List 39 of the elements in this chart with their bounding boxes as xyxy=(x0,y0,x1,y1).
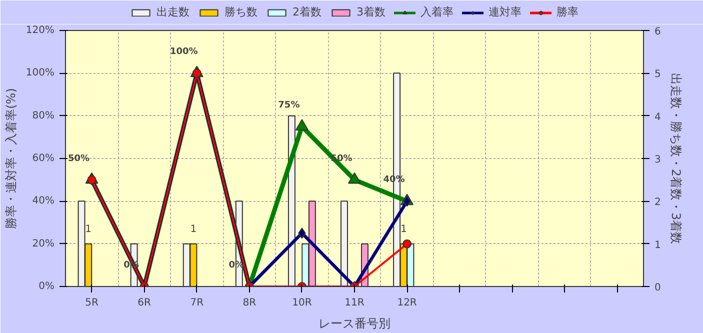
y-tick-label: 60% xyxy=(32,153,55,164)
data-label: 50% xyxy=(68,154,90,164)
y2-tick-label: 5 xyxy=(654,69,661,80)
data-label: 1 xyxy=(85,224,92,235)
data-label: 100% xyxy=(170,47,198,58)
legend-label: 勝率 xyxy=(556,4,578,20)
legend-label: 3着数 xyxy=(356,4,386,20)
data-label: 1 xyxy=(190,224,197,235)
data-label: 1 xyxy=(400,224,407,235)
x-tick-label: 5R xyxy=(85,298,98,308)
y-tick-label: 0% xyxy=(38,281,55,292)
y-axis-title: 勝率・連対率・入着率(%) xyxy=(4,88,18,229)
y-tick-label: 20% xyxy=(32,238,55,250)
legend-label: 入着率 xyxy=(420,4,454,20)
data-label: 75% xyxy=(278,100,300,110)
y-tick-label: 120% xyxy=(26,25,55,36)
y-tick-label: 100% xyxy=(26,68,55,79)
legend-label: 2着数 xyxy=(292,4,322,20)
x-tick-label: 12R xyxy=(397,298,417,308)
x-tick-label: 10R xyxy=(292,298,312,308)
y2-axis-title: 出走数・勝ち数・2着数・3着数 xyxy=(668,72,683,244)
x-axis-title: レース番号別 xyxy=(318,316,390,330)
legend-label: 出走数 xyxy=(156,4,190,20)
y2-tick-label: 6 xyxy=(654,26,661,38)
x-tick-label: 6R xyxy=(138,298,152,308)
y2-tick-label: 3 xyxy=(654,154,661,166)
x-tick-label: 7R xyxy=(190,298,204,308)
legend-label: 勝ち数 xyxy=(224,4,258,20)
legend-label: 連対率 xyxy=(488,4,522,20)
y2-tick-label: 2 xyxy=(654,197,661,208)
point xyxy=(295,119,308,130)
point xyxy=(348,172,361,184)
x-tick-label: 8R xyxy=(242,298,256,308)
y2-tick-label: 0 xyxy=(654,282,661,294)
y-tick-label: 40% xyxy=(32,196,55,207)
y2-tick-label: 1 xyxy=(654,240,661,251)
y2-tick-label: 4 xyxy=(654,112,661,123)
x-tick-label: 11R xyxy=(344,298,364,308)
y-tick-label: 80% xyxy=(32,110,55,122)
